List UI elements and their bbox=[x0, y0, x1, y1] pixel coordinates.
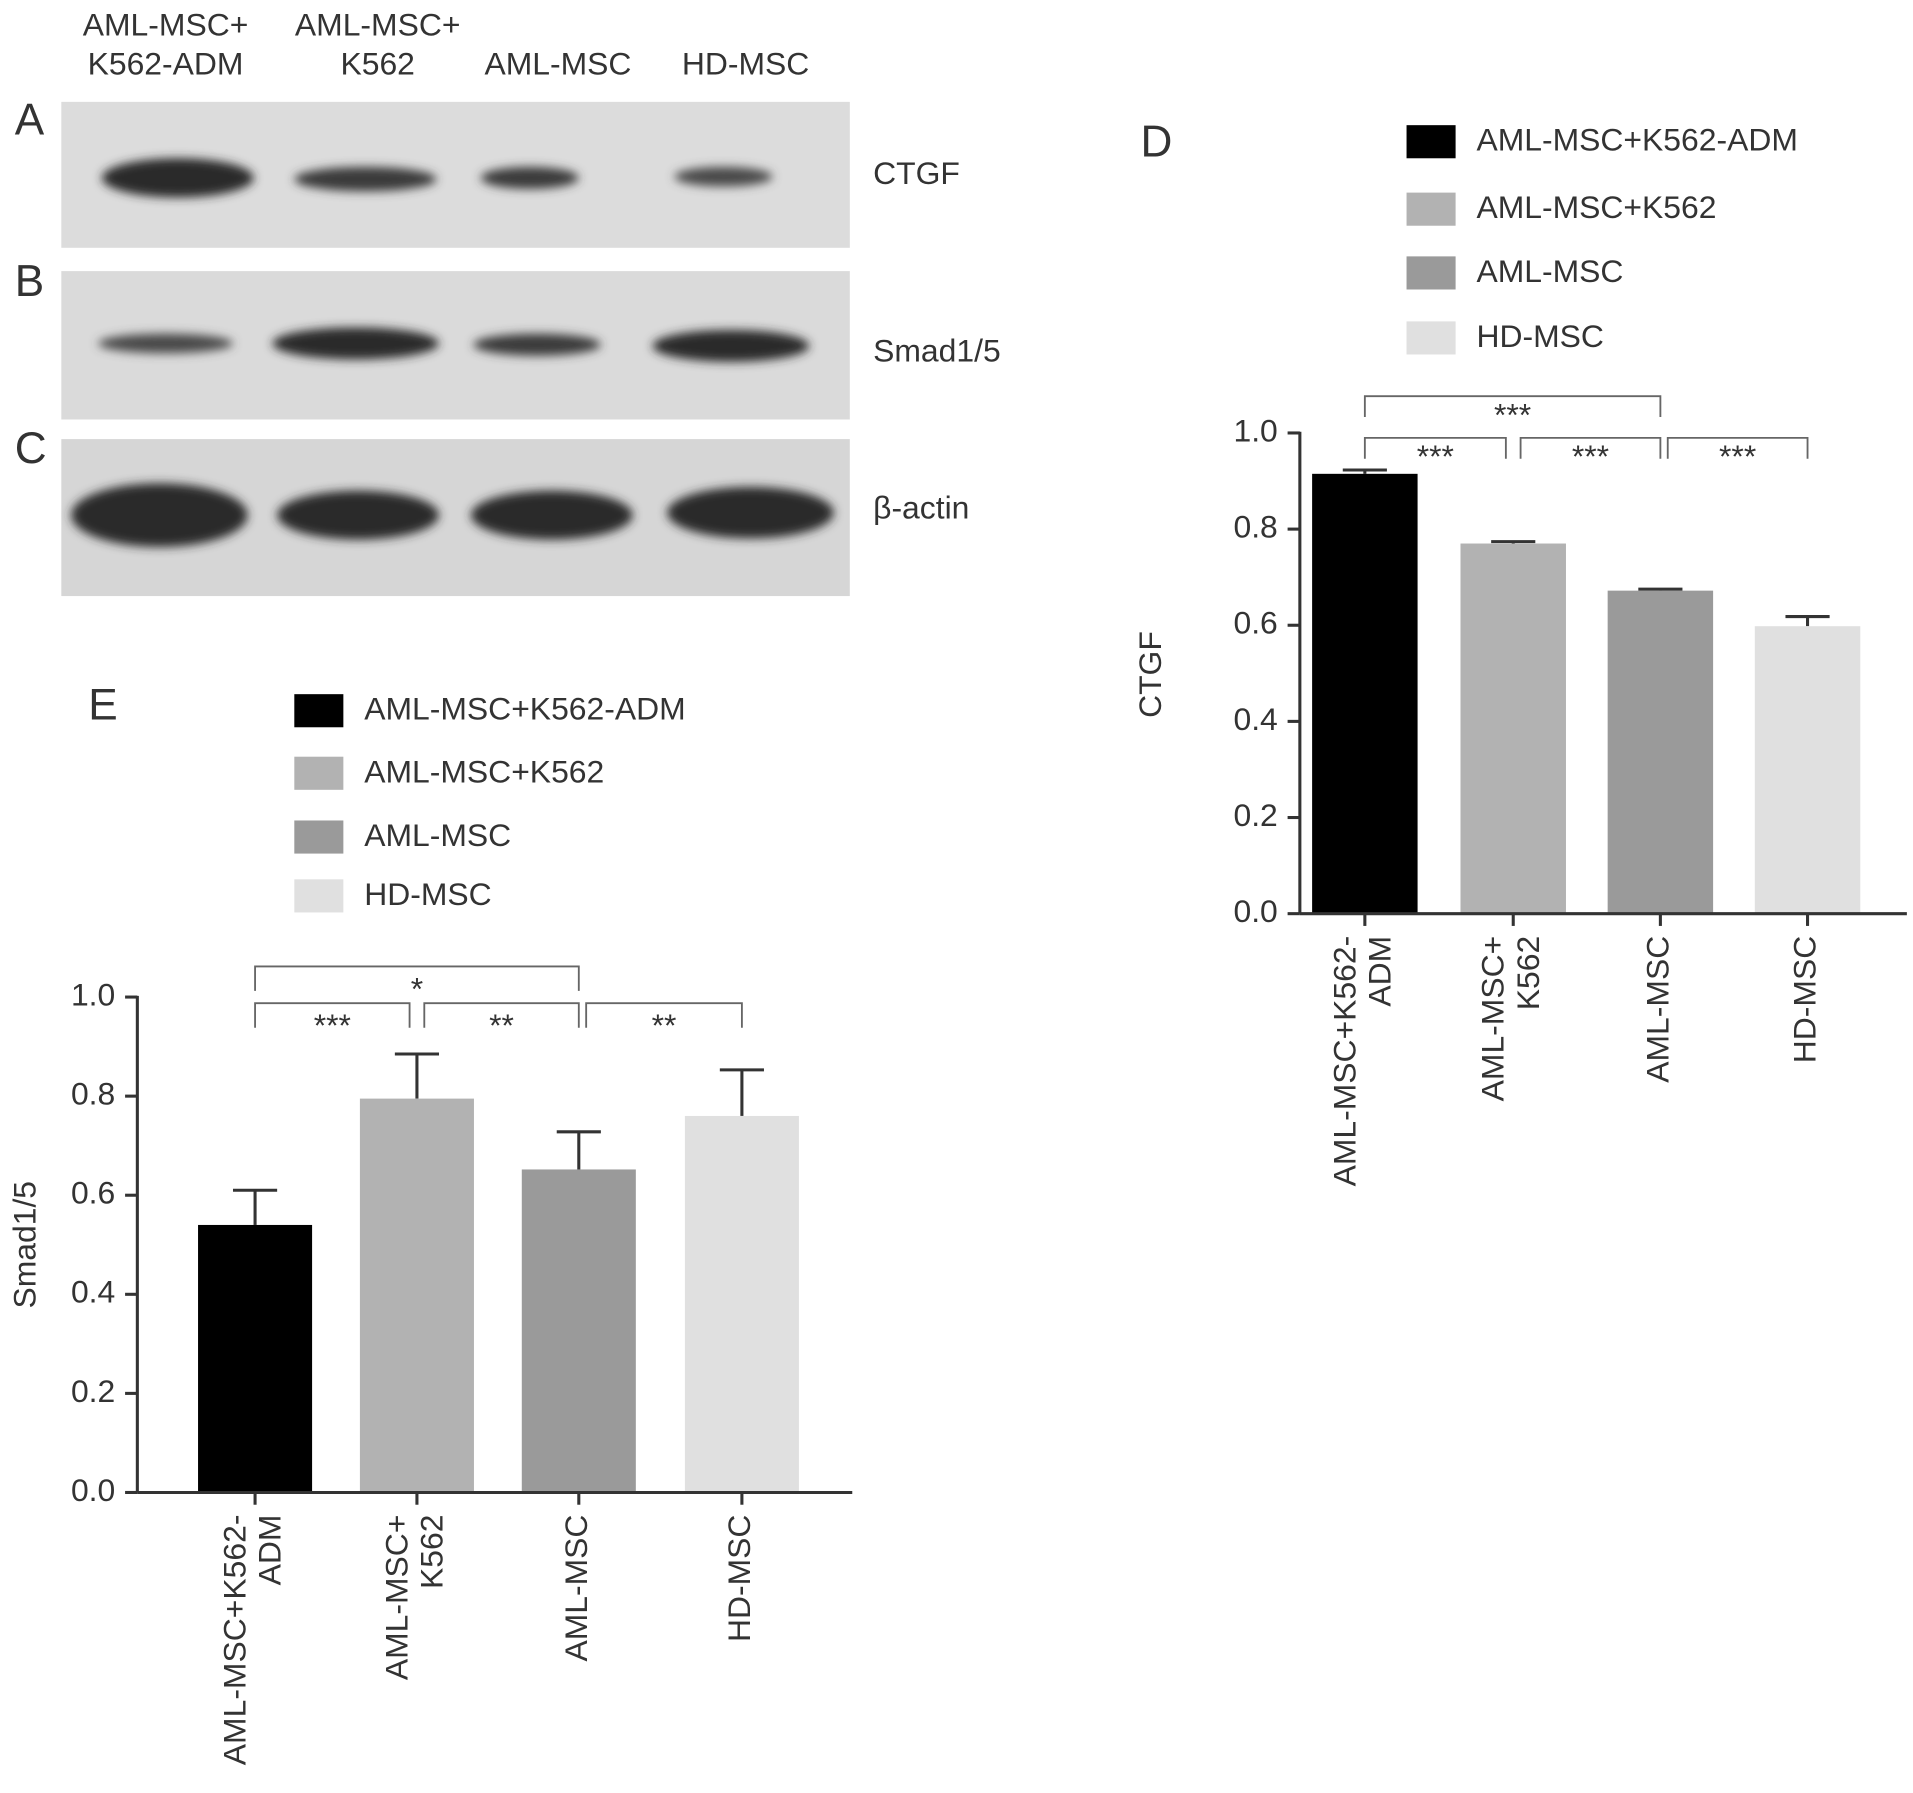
y-tick-label: 0.2 bbox=[71, 1373, 115, 1409]
legend-swatch bbox=[294, 694, 344, 728]
bar bbox=[1607, 590, 1714, 914]
significance-bracket bbox=[1519, 436, 1662, 459]
legend-label: AML-MSC+K562-ADM bbox=[1476, 122, 1798, 158]
significance-bracket bbox=[254, 1002, 411, 1028]
significance-label: *** bbox=[1572, 438, 1609, 474]
lane-label: K562-ADM bbox=[88, 46, 244, 82]
significance-bracket bbox=[254, 965, 580, 991]
y-tick-label: 0.8 bbox=[1233, 509, 1277, 545]
y-axis-label: CTGF bbox=[1132, 631, 1168, 718]
legend-swatch bbox=[1406, 125, 1456, 159]
band bbox=[277, 490, 440, 540]
y-tick-label: 1.0 bbox=[1233, 412, 1277, 448]
x-tick-label: AML-MSC bbox=[1640, 936, 1676, 1083]
band bbox=[480, 166, 579, 189]
significance-label: ** bbox=[489, 1007, 514, 1043]
y-tick-label: 0.0 bbox=[1233, 893, 1277, 929]
legend-label: HD-MSC bbox=[1476, 318, 1603, 354]
band bbox=[473, 333, 601, 356]
panel-letter: A bbox=[15, 95, 45, 144]
legend-label: AML-MSC bbox=[1476, 253, 1623, 289]
significance-label: ** bbox=[652, 1007, 677, 1043]
y-tick-label: 0.4 bbox=[71, 1274, 115, 1310]
legend-swatch bbox=[1406, 192, 1456, 226]
significance-label: *** bbox=[314, 1007, 351, 1043]
western-blot bbox=[61, 101, 850, 597]
x-tick-label: AML-MSC+K562 bbox=[1475, 936, 1546, 1102]
panel-letter: E bbox=[88, 680, 117, 729]
significance-bracket bbox=[1363, 395, 1662, 418]
significance-label: *** bbox=[1719, 438, 1756, 474]
band bbox=[272, 327, 440, 360]
legend-swatch bbox=[294, 879, 344, 913]
band bbox=[101, 158, 254, 198]
legend-label: AML-MSC+K562 bbox=[1476, 189, 1716, 225]
legend-swatch bbox=[1406, 321, 1456, 355]
y-tick-label: 0.6 bbox=[71, 1175, 115, 1211]
bar bbox=[1312, 473, 1418, 914]
y-tick-label: 1.0 bbox=[71, 976, 115, 1012]
significance-bracket bbox=[1666, 436, 1809, 459]
significance-label: *** bbox=[1417, 438, 1454, 474]
panel-letter: B bbox=[15, 257, 44, 306]
legend-label: AML-MSC+K562 bbox=[364, 753, 604, 789]
significance-label: *** bbox=[1494, 396, 1531, 432]
y-tick-label: 0.2 bbox=[1233, 797, 1277, 833]
lane-label: AML-MSC bbox=[484, 46, 631, 82]
legend-swatch bbox=[1406, 256, 1456, 290]
band bbox=[98, 333, 233, 354]
bar bbox=[1460, 543, 1566, 914]
bar bbox=[359, 1098, 474, 1493]
significance-bracket bbox=[1363, 436, 1507, 459]
legend-swatch bbox=[294, 756, 344, 790]
band bbox=[674, 166, 773, 187]
bar bbox=[521, 1169, 636, 1493]
lane-label: AML-MSC+ bbox=[295, 6, 461, 42]
legend-label: AML-MSC+K562-ADM bbox=[364, 691, 686, 727]
panel-letter: D bbox=[1140, 117, 1172, 166]
band bbox=[294, 166, 437, 192]
x-tick-label: AML-MSC+K562-ADM bbox=[217, 1515, 288, 1766]
bar bbox=[198, 1224, 313, 1493]
blot-label: Smad1/5 bbox=[873, 333, 1001, 369]
blot-label: CTGF bbox=[873, 155, 960, 191]
band bbox=[470, 490, 633, 540]
y-tick-label: 0.4 bbox=[1233, 701, 1277, 737]
x-tick-label: HD-MSC bbox=[1787, 936, 1823, 1063]
legend-label: AML-MSC bbox=[364, 817, 511, 853]
blot-label: β-actin bbox=[873, 490, 969, 526]
bar bbox=[684, 1115, 799, 1493]
y-tick-label: 0.8 bbox=[71, 1076, 115, 1112]
x-tick-label: AML-MSC bbox=[558, 1515, 594, 1662]
significance-label: * bbox=[411, 970, 423, 1006]
y-tick-label: 0.0 bbox=[71, 1472, 115, 1508]
y-axis-label: Smad1/5 bbox=[6, 1181, 42, 1309]
x-tick-label: AML-MSC+K562-ADM bbox=[1327, 936, 1398, 1187]
band bbox=[71, 483, 248, 548]
band bbox=[652, 329, 810, 362]
significance-bracket bbox=[423, 1002, 580, 1028]
significance-bracket bbox=[585, 1002, 743, 1028]
lane-label: K562 bbox=[340, 46, 414, 82]
lane-label: AML-MSC+ bbox=[83, 6, 249, 42]
x-tick-label: HD-MSC bbox=[721, 1515, 757, 1643]
bar bbox=[1754, 626, 1861, 914]
legend-label: HD-MSC bbox=[364, 876, 492, 912]
legend-swatch bbox=[294, 820, 344, 854]
band bbox=[667, 486, 834, 539]
x-tick-label: AML-MSC+K562 bbox=[379, 1515, 450, 1681]
y-tick-label: 0.6 bbox=[1233, 605, 1277, 641]
panel-letter: C bbox=[15, 424, 47, 473]
lane-label: HD-MSC bbox=[682, 46, 810, 82]
